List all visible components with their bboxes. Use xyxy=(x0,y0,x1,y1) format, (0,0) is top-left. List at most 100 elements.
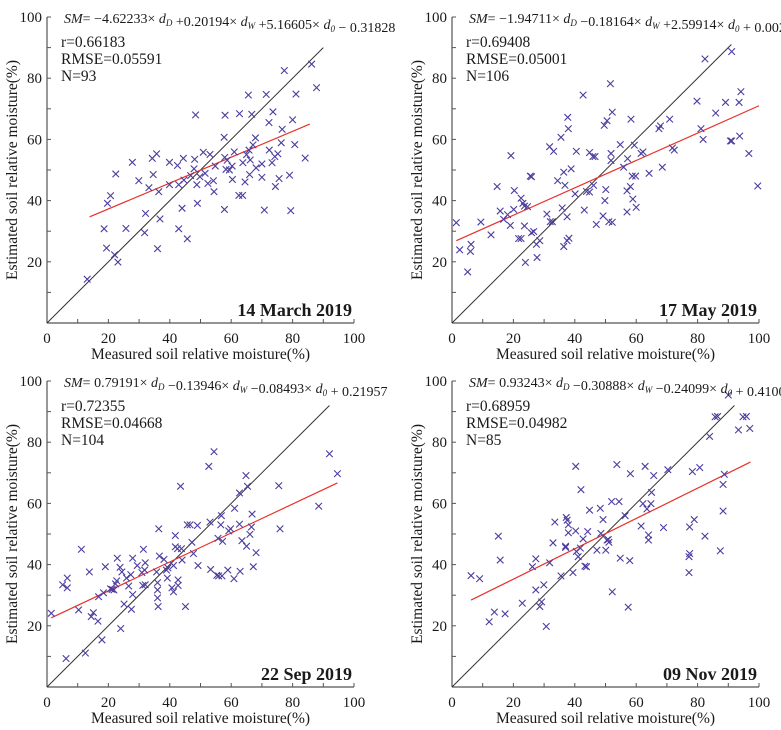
data-point xyxy=(699,135,707,144)
data-point xyxy=(523,203,532,211)
data-point xyxy=(737,87,745,96)
data-point xyxy=(245,146,253,154)
data-point xyxy=(626,470,635,478)
x-tick-label: 40 xyxy=(567,331,582,347)
data-point xyxy=(711,413,719,421)
data-point xyxy=(210,188,218,196)
data-point xyxy=(94,617,102,625)
y-tick-label: 80 xyxy=(432,435,447,451)
x-axis-title: Measured soil relative moisture(%) xyxy=(496,710,715,727)
data-point xyxy=(214,572,223,580)
equation-coefficient: −0.13946× xyxy=(164,379,232,394)
data-point xyxy=(564,521,573,529)
data-point xyxy=(518,599,526,607)
panel-date: 09 Nov 2019 xyxy=(663,664,757,684)
data-point xyxy=(561,542,570,550)
data-point xyxy=(246,156,254,164)
data-point xyxy=(639,148,647,156)
data-point xyxy=(248,110,256,118)
data-point xyxy=(141,559,149,567)
data-point xyxy=(664,466,672,474)
equation-constant: + 0.21957 xyxy=(327,385,387,400)
data-point xyxy=(487,231,495,239)
data-point xyxy=(602,546,610,554)
data-point xyxy=(139,545,148,553)
data-point xyxy=(719,480,727,489)
data-point xyxy=(475,574,484,583)
x-tick-label: 100 xyxy=(343,331,366,347)
data-point xyxy=(520,222,529,230)
x-tick-label: 100 xyxy=(748,331,771,347)
data-point xyxy=(701,55,709,63)
data-point xyxy=(230,148,238,156)
data-point xyxy=(585,188,594,196)
data-point xyxy=(685,568,693,577)
data-point xyxy=(241,178,249,186)
regression-equation: SM= −4.62233× dD +0.20194× dW +5.16605× … xyxy=(64,12,395,36)
data-point xyxy=(557,572,565,580)
equation-constant: + 0.00291 xyxy=(739,21,781,36)
data-point xyxy=(186,521,194,529)
data-point xyxy=(626,556,634,565)
data-point xyxy=(599,212,607,220)
equation-variable: d xyxy=(563,12,571,27)
data-point xyxy=(527,173,536,181)
data-point xyxy=(145,184,153,192)
data-point xyxy=(188,538,196,546)
rmse-value: RMSE=0.05001 xyxy=(466,51,567,68)
data-point xyxy=(89,608,98,617)
data-point xyxy=(529,227,538,236)
data-point xyxy=(585,506,594,514)
data-point xyxy=(122,574,131,582)
data-point xyxy=(507,151,515,160)
data-point xyxy=(169,588,178,596)
data-point xyxy=(579,535,587,543)
data-point xyxy=(626,182,635,191)
equation-subscript: W xyxy=(652,21,661,31)
data-point xyxy=(83,275,91,283)
data-point xyxy=(619,163,628,171)
data-point xyxy=(218,537,227,546)
data-point xyxy=(659,523,668,532)
data-point xyxy=(543,210,551,218)
y-tick-label: 40 xyxy=(432,194,447,210)
data-point xyxy=(239,158,247,167)
data-point xyxy=(154,602,162,611)
equation-constant: + 0.41006 xyxy=(732,385,781,400)
data-point xyxy=(181,602,190,611)
data-point xyxy=(242,471,250,480)
r-value: r=0.68959 xyxy=(466,398,531,415)
data-point xyxy=(563,213,571,221)
equation-coefficient: +0.20194× xyxy=(172,15,240,30)
y-tick-label: 100 xyxy=(425,374,448,390)
data-point xyxy=(194,561,202,570)
data-point xyxy=(112,170,120,178)
data-point xyxy=(204,179,212,188)
scatter-panel: 0 20 40 60 80 100 20 40 60 80 100 Measured soil rel… xyxy=(4,374,387,727)
r-value: r=0.72355 xyxy=(61,398,126,415)
equation-coefficient: = −1.94711× xyxy=(488,12,564,27)
data-point xyxy=(688,467,697,476)
data-point xyxy=(236,567,244,576)
data-point xyxy=(624,603,632,611)
data-point xyxy=(615,497,623,506)
data-point xyxy=(141,209,150,218)
rmse-value: RMSE=0.05591 xyxy=(61,51,162,68)
data-point xyxy=(597,529,605,538)
data-point xyxy=(463,268,472,276)
data-point xyxy=(218,572,226,580)
equation-coefficient: +2.59914× xyxy=(660,18,728,33)
y-tick-label: 20 xyxy=(27,255,42,271)
data-point xyxy=(190,165,198,173)
equation-subscript: D xyxy=(165,18,173,28)
data-point xyxy=(249,563,257,571)
data-point xyxy=(235,191,243,200)
data-point xyxy=(245,170,254,179)
data-point xyxy=(701,532,709,540)
data-point xyxy=(153,594,162,602)
x-tick-label: 40 xyxy=(162,695,177,711)
data-point xyxy=(62,654,70,663)
data-point xyxy=(591,152,599,161)
data-point xyxy=(593,546,601,554)
data-point xyxy=(589,152,597,161)
